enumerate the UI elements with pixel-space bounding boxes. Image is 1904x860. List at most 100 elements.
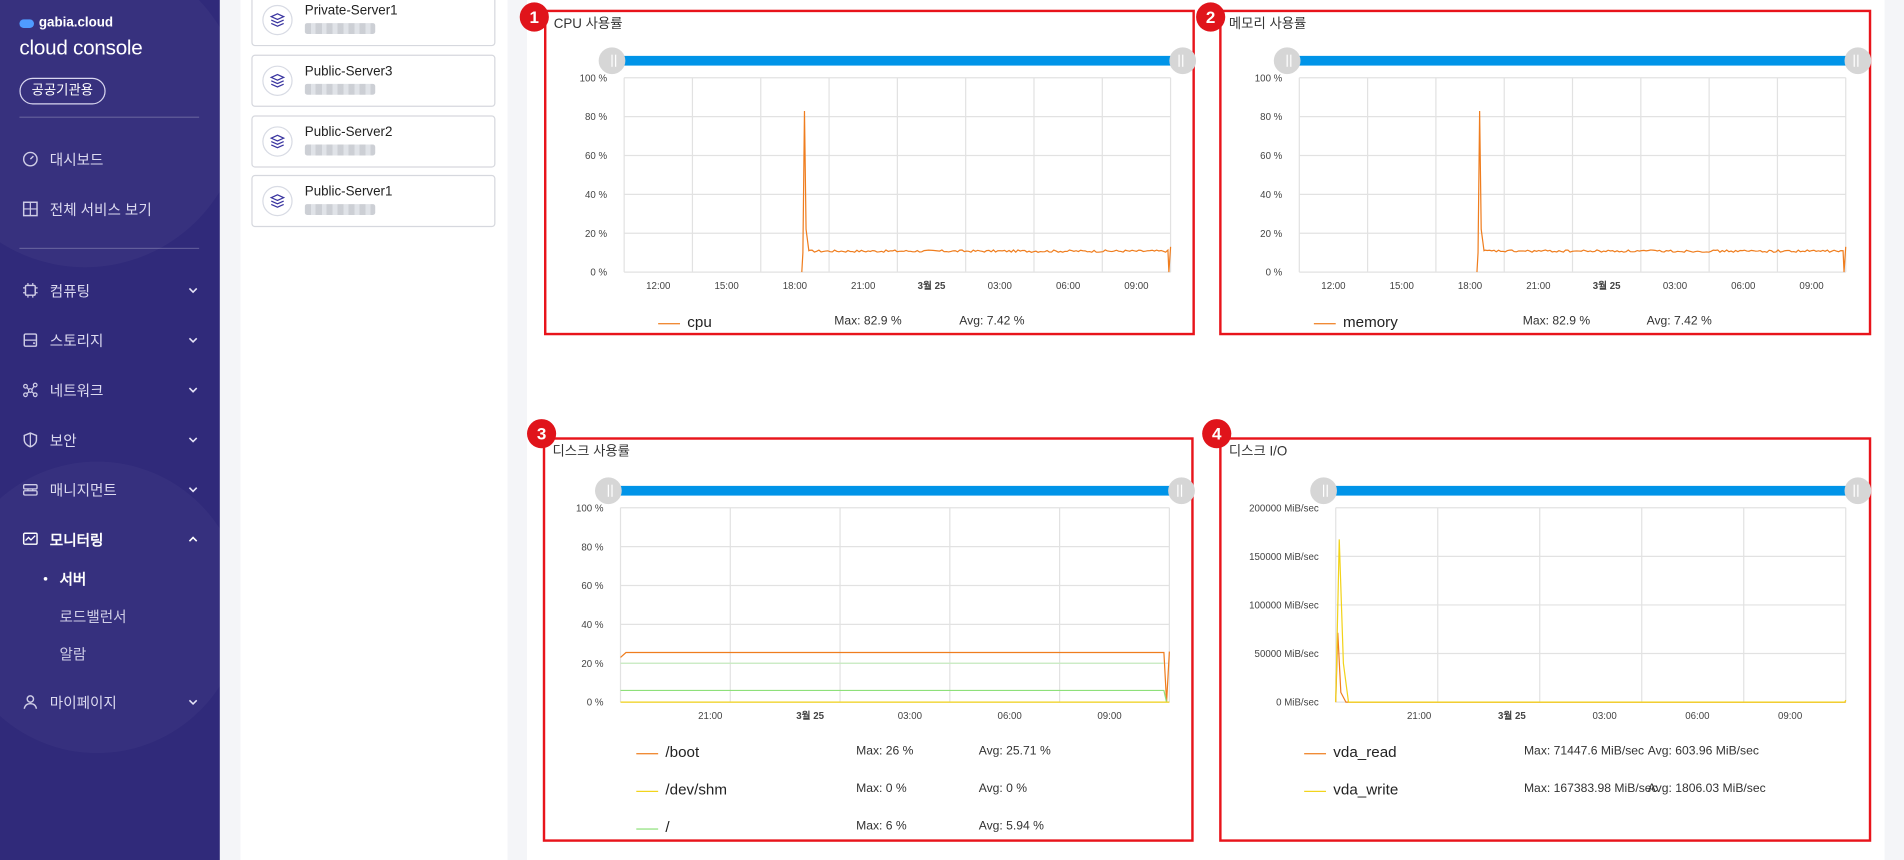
- plot-svg: 100 % 80 % 60 % 40 % 20 % 0 % 12:00 15:00 18:00 2…: [1255, 47, 1872, 292]
- legend-max-value: Max: 71447.6 MiB/sec: [1523, 744, 1645, 758]
- y-tick-label: 150000 MiB/sec: [1249, 552, 1319, 563]
- legend-series-name: vda_write: [1333, 781, 1399, 799]
- server-stack-icon: [262, 4, 293, 36]
- cpu-series-line: [801, 111, 1172, 273]
- server-stack-icon: [262, 126, 293, 157]
- nav-monitoring[interactable]: 모니터링: [22, 527, 199, 551]
- chevron-down-icon: [188, 387, 198, 393]
- storage-icon: [22, 332, 39, 349]
- cloud-logo-icon: [19, 18, 35, 29]
- nav-mypage[interactable]: 마이페이지: [22, 690, 199, 714]
- y-tick-label: 100 %: [580, 73, 608, 84]
- legend-max-value: Max: 82.9 %: [1522, 314, 1591, 328]
- vda-read-series-line: [1335, 632, 1846, 703]
- nav-dashboard[interactable]: 대시보드: [22, 147, 199, 171]
- legend-series-name: /boot: [665, 743, 700, 761]
- plot-svg: 100 % 80 % 60 % 40 % 20 % 0 % 12:00 15:00 18:00 2…: [580, 47, 1197, 292]
- y-tick-label: 100000 MiB/sec: [1249, 601, 1319, 612]
- y-tick-label: 0 %: [1266, 268, 1283, 279]
- legend-row[interactable]: / Max: 6 % Avg: 5.94 %: [545, 819, 1196, 838]
- x-tick-label: 03:00: [898, 711, 923, 722]
- nav-label: 대시보드: [49, 151, 104, 169]
- sidebar-divider: [19, 116, 200, 118]
- chevron-down-icon: [188, 287, 198, 294]
- nav-storage[interactable]: 스토리지: [22, 328, 199, 352]
- user-icon: [22, 694, 39, 711]
- legend-line-swatch: [636, 790, 659, 792]
- legend-max-value: Max: 82.9 %: [834, 314, 902, 328]
- x-tick-label: 09:00: [1799, 281, 1824, 292]
- legend-row[interactable]: vda_read Max: 71447.6 MiB/sec Avg: 603.96 …: [1222, 743, 1874, 762]
- legend-row[interactable]: /boot Max: 26 % Avg: 25.71 %: [545, 743, 1196, 762]
- x-tick-label: 06:00: [1685, 711, 1710, 722]
- nav-computing[interactable]: 컴퓨팅: [22, 278, 199, 302]
- x-tick-label: 12:00: [646, 281, 671, 292]
- x-tick-label: 21:00: [1407, 711, 1432, 722]
- server-ip-redacted: [304, 144, 376, 156]
- plot-svg: 100 % 80 % 60 % 40 % 20 % 0 % 21:00 3월 25 03:00 0…: [576, 477, 1195, 722]
- console-title: cloud console: [19, 36, 143, 60]
- legend-row[interactable]: vda_write Max: 167383.98 MiB/sec Avg: 1806…: [1222, 781, 1874, 800]
- brand-logo[interactable]: gabia.cloud: [19, 15, 114, 31]
- gov-badge[interactable]: 공공기관용: [19, 77, 106, 105]
- range-slider-track: [1294, 55, 1851, 66]
- legend-series-name: /: [665, 818, 670, 836]
- server-name: Public-Server3: [304, 64, 393, 79]
- cpu-series-line: [1476, 111, 1847, 273]
- chart-title: CPU 사용률: [553, 17, 623, 32]
- y-tick-label: 100 %: [1255, 73, 1283, 84]
- chevron-down-icon: [188, 487, 198, 493]
- nav-label: 스토리지: [49, 332, 104, 350]
- y-tick-label: 20 %: [1260, 229, 1282, 240]
- badge-4: 4: [1202, 419, 1232, 449]
- legend-series-name: vda_read: [1333, 743, 1397, 761]
- disk-io-chart: 디스크 I/O 200000 MiB/sec 150000 MiB/sec 1000…: [1219, 437, 1874, 842]
- legend-row[interactable]: cpu Max: 82.9 % Avg: 7.42 %: [546, 313, 1197, 332]
- sub-nav-server[interactable]: 서버: [59, 570, 87, 588]
- x-tick-label: 09:00: [1097, 711, 1122, 722]
- nav-all-services[interactable]: 전체 서비스 보기: [22, 197, 199, 221]
- y-tick-label: 40 %: [581, 620, 603, 631]
- y-tick-label: 80 %: [585, 112, 607, 123]
- legend-avg-value: Avg: 0 %: [978, 782, 1028, 796]
- monitor-chart-icon: [22, 531, 39, 548]
- x-tick-label: 3월 25: [1498, 710, 1526, 722]
- chevron-down-icon: [188, 699, 198, 706]
- x-tick-label: 12:00: [1321, 281, 1346, 292]
- sub-nav-loadbalancer[interactable]: 로드밸런서: [59, 608, 127, 626]
- chip-icon: [22, 282, 39, 299]
- vda-write-series-line: [1335, 539, 1847, 703]
- x-tick-label: 15:00: [714, 281, 739, 292]
- badge-1: 1: [519, 2, 549, 32]
- legend-series-name: memory: [1343, 313, 1398, 331]
- legend-row[interactable]: memory Max: 82.9 % Avg: 7.42 %: [1222, 313, 1874, 332]
- gauge-icon: [22, 151, 39, 168]
- legend-line-swatch: [636, 753, 659, 755]
- range-slider-track: [615, 485, 1175, 496]
- legend-row[interactable]: /dev/shm Max: 0 % Avg: 0 %: [545, 781, 1196, 800]
- server-card[interactable]: Public-Server2: [251, 115, 496, 168]
- nav-label: 보안: [49, 431, 77, 449]
- chart-title: 메모리 사용률: [1228, 17, 1307, 32]
- legend-max-value: Max: 167383.98 MiB/sec: [1523, 782, 1658, 796]
- legend-avg-value: Avg: 1806.03 MiB/sec: [1647, 782, 1766, 796]
- server-card[interactable]: Public-Server3: [251, 54, 496, 107]
- nav-network[interactable]: 네트워크: [22, 378, 199, 402]
- sub-nav-alarm[interactable]: 알람: [59, 646, 87, 664]
- nav-security[interactable]: 보안: [22, 428, 199, 452]
- sidebar: gabia.cloud cloud console 공공기관용 대시보드 전체 …: [0, 0, 220, 860]
- brand-name: gabia.cloud: [38, 15, 114, 31]
- x-tick-label: 3월 25: [1593, 280, 1621, 292]
- range-slider-track: [1330, 485, 1851, 496]
- legend-avg-value: Avg: 7.42 %: [959, 314, 1025, 328]
- server-ip-redacted: [304, 204, 376, 216]
- y-tick-label: 60 %: [1260, 151, 1282, 162]
- x-tick-label: 15:00: [1390, 281, 1415, 292]
- server-card[interactable]: Private-Server1: [251, 0, 496, 47]
- legend-series-name: cpu: [687, 313, 712, 331]
- nav-management[interactable]: 매니지먼트: [22, 477, 199, 501]
- server-name: Public-Server1: [304, 184, 393, 200]
- server-card[interactable]: Public-Server1: [251, 174, 496, 228]
- y-tick-label: 40 %: [1260, 190, 1282, 201]
- legend-avg-value: Avg: 603.96 MiB/sec: [1647, 744, 1759, 758]
